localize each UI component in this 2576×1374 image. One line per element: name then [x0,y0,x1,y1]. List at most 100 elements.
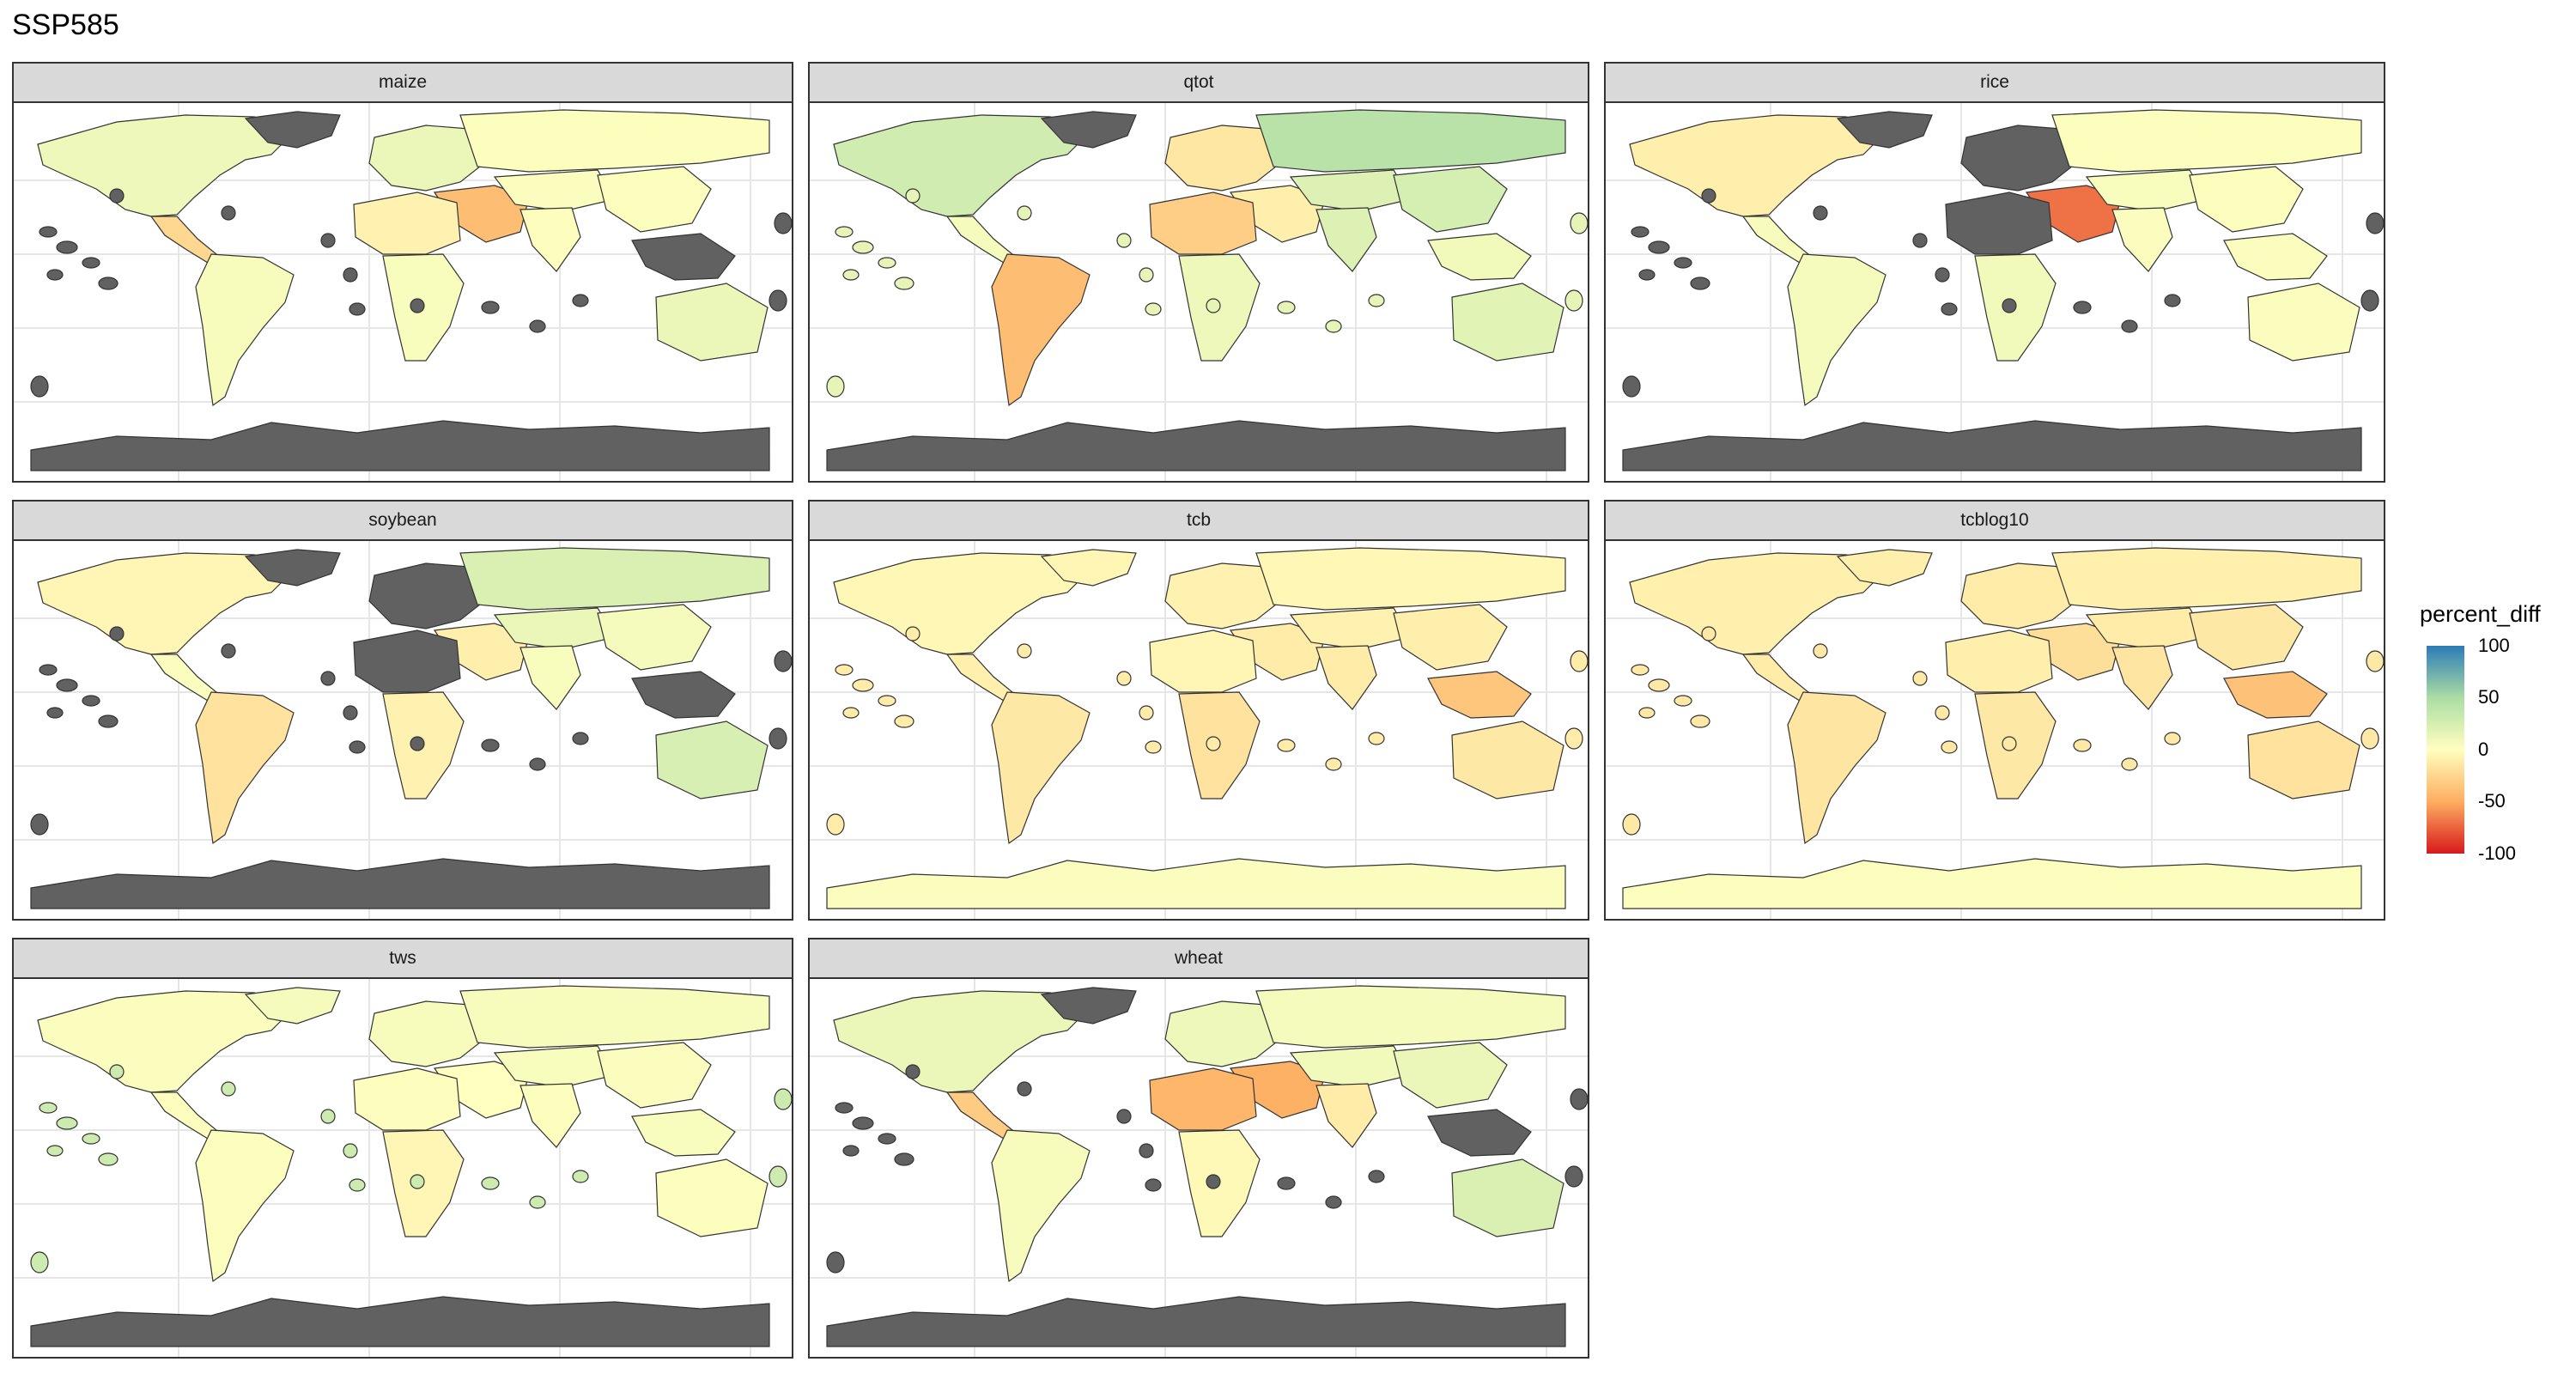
island [110,1065,124,1079]
region-central-america [1743,216,1808,263]
island [47,270,63,280]
region-south-asia [520,646,580,709]
facet-wheat: wheat [808,938,1589,1359]
region-antarctica [31,1297,769,1347]
island [1278,1177,1295,1189]
facet-strip-label: tcb [808,500,1589,541]
region-east-asia [2190,605,2303,670]
island [1018,1082,1031,1096]
island [31,376,48,397]
region-southeast-asia [632,1110,735,1156]
region-russia [2052,548,2361,610]
island [82,696,100,706]
map-panel [12,539,793,921]
region-south-america [992,1130,1090,1281]
island [2002,737,2016,751]
island [410,299,424,313]
island [1814,206,1827,220]
legend-tick: 100 [2478,635,2510,657]
region-south-asia [520,1084,580,1147]
island [222,206,235,220]
island [321,234,335,247]
island [1145,303,1161,315]
island [1139,268,1153,282]
island [853,241,873,253]
island [2165,733,2180,745]
region-antarctica [827,859,1565,909]
region-southeast-asia [2224,672,2327,718]
island [1278,301,1295,313]
region-africa-north [354,630,460,692]
island [1941,303,1957,315]
island [775,213,792,234]
island [39,665,57,675]
island [906,189,920,203]
island [349,303,365,315]
island [343,1144,357,1158]
region-russia [460,110,769,172]
island [853,679,873,691]
island [1206,299,1220,313]
facet-strip-label: tcblog10 [1604,500,2385,541]
island [1369,1170,1384,1182]
facet-strip-label: tws [12,938,793,979]
region-central-america [947,216,1012,263]
region-russia [1256,986,1565,1048]
island [2122,758,2137,770]
region-central-america [1743,654,1808,701]
island [1571,1089,1588,1110]
legend-tick: 50 [2478,686,2499,708]
island [530,1196,545,1208]
color-legend: percent_diff 100 50 0 -50 -100 [2420,601,2566,876]
region-south-asia [520,208,580,271]
legend-tick: -50 [2478,790,2506,812]
region-central-america [947,1092,1012,1139]
island [82,258,100,268]
island [775,1089,792,1110]
island [1369,295,1384,307]
map-panel [1604,101,2385,483]
region-antarctica [1623,859,2361,909]
island [1649,679,1669,691]
region-east-asia [1394,1043,1507,1108]
island [853,1117,873,1129]
island [2074,739,2091,751]
facet-strip-label: qtot [808,62,1589,103]
region-east-asia [2190,167,2303,232]
region-east-asia [598,167,711,232]
region-antarctica [31,859,769,909]
region-antarctica [827,1297,1565,1347]
island [1206,737,1220,751]
region-south-asia [2112,646,2172,709]
island [1913,234,1927,247]
island [1691,715,1710,727]
island [1935,268,1949,282]
island [1278,739,1295,751]
region-south-america [1788,692,1886,843]
island [1117,672,1131,685]
island [1623,814,1640,835]
island [769,1166,787,1187]
island [1941,741,1957,753]
island [1814,644,1827,658]
island [1571,651,1588,672]
region-east-asia [598,1043,711,1108]
map-panel [808,539,1589,921]
island [57,241,77,253]
island [321,1110,335,1123]
region-east-asia [598,605,711,670]
island [827,814,844,835]
island [906,627,920,641]
world-map [1606,541,2384,919]
island [47,708,63,718]
facet-strip-label: wheat [808,938,1589,979]
island [895,715,914,727]
island [1631,665,1649,675]
island [99,277,118,289]
island [835,1103,853,1113]
region-russia [460,548,769,610]
island [573,733,588,745]
facet-tws: tws [12,938,793,1359]
region-africa-north [1150,192,1256,254]
region-south-asia [1316,646,1376,709]
